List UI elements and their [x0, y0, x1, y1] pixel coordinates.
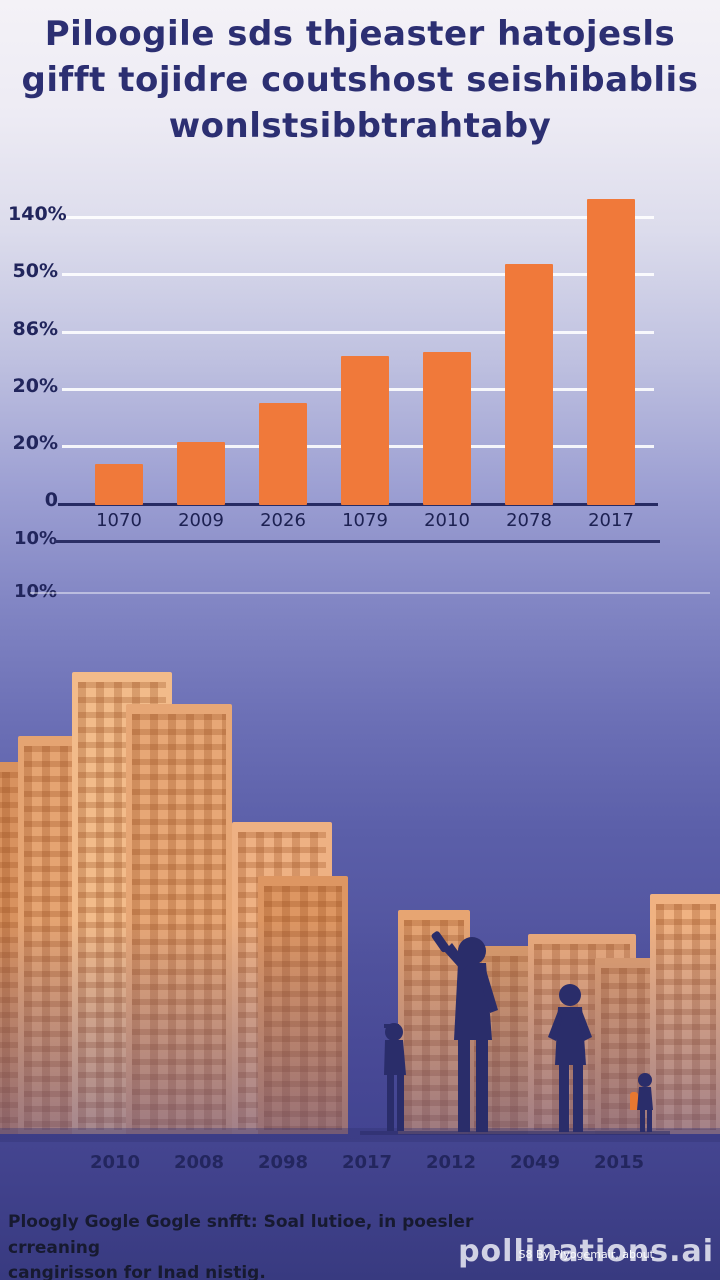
x-axis-tick: 2026	[260, 510, 306, 531]
title-line-1: Piloogile sds thjeaster hatojesls	[44, 14, 676, 54]
y-axis-tick: 20%	[12, 432, 58, 454]
x-axis-tick: 1079	[342, 510, 388, 531]
bar	[505, 264, 553, 505]
bottle-icon	[431, 931, 450, 953]
y-axis-tick: 20%	[12, 375, 58, 397]
bar	[177, 442, 225, 505]
raised-arm	[444, 943, 468, 971]
man-drinking-silhouette	[431, 931, 498, 1132]
below-axis-label: 10%	[14, 581, 58, 602]
below-axis-line-faint	[30, 592, 710, 594]
y-axis-tick: 140%	[8, 203, 67, 225]
bottom-year-axis: 2010 2008 2098 2017 2012 2049 2015	[0, 1152, 720, 1178]
y-axis-tick: 86%	[12, 318, 58, 340]
y-axis-tick: 50%	[12, 260, 58, 282]
title-line-2: gifft tojidre coutshost seishibablis	[21, 59, 699, 100]
bar	[259, 403, 307, 505]
below-axis-label: 10%	[14, 528, 58, 549]
bottom-year-label: 2012	[425, 1152, 477, 1173]
watermark-brand: pollinations.ai	[458, 1234, 714, 1269]
tiny-orange-figure	[630, 1092, 638, 1110]
bottom-year-label: 2049	[509, 1152, 561, 1173]
y-axis-tick: 0	[44, 489, 58, 511]
bar	[341, 356, 389, 505]
x-axis-tick: 1070	[96, 510, 142, 531]
building	[126, 704, 232, 1134]
x-axis-tick: 2017	[588, 510, 634, 531]
building	[18, 736, 122, 1134]
title-line-3: wonlstsibbtrahtaby	[168, 105, 552, 146]
bar	[587, 199, 635, 505]
footer-line-1: Ploogly Gogle Gogle snfft: Soal lutioe, …	[8, 1212, 474, 1258]
building	[232, 822, 332, 1134]
x-axis-tick: 2009	[178, 510, 224, 531]
ground-line	[360, 1131, 670, 1135]
bar	[423, 352, 471, 505]
gridline	[62, 331, 654, 334]
x-axis-tick: 2078	[506, 510, 552, 531]
below-axis-line	[55, 540, 660, 543]
bar-chart: 140% 50% 86% 20% 20% 0	[0, 195, 720, 511]
small-figure-silhouette	[637, 1073, 653, 1132]
bottom-year-label: 2098	[257, 1152, 309, 1173]
child-silhouette	[384, 1023, 406, 1131]
watermark-subtext: S8 By Plyogemair, about	[518, 1248, 654, 1261]
gridline	[62, 216, 654, 219]
building	[258, 876, 348, 1134]
footer-caption: Ploogly Gogle Gogle snfft: Soal lutioe, …	[8, 1210, 498, 1280]
gridline	[62, 273, 654, 276]
footer-line-2: cangirisson for Inad nistig.	[8, 1263, 266, 1280]
building	[0, 762, 40, 1134]
bottom-year-label: 2010	[89, 1152, 141, 1173]
x-axis-labels: 1070 2009 2026 1079 2010 2078 2017	[0, 510, 720, 536]
building	[72, 672, 172, 1134]
bottom-year-label: 2008	[173, 1152, 225, 1173]
city-skyline-illustration	[0, 648, 720, 1140]
boy-silhouette	[548, 984, 592, 1132]
poster-title: Piloogile sds thjeaster hatojesls gifft …	[0, 12, 720, 150]
people-silhouettes	[360, 931, 670, 1135]
bottom-year-label: 2015	[593, 1152, 645, 1173]
bar	[95, 464, 143, 505]
x-axis-tick: 2010	[424, 510, 470, 531]
bottom-year-label: 2017	[341, 1152, 393, 1173]
